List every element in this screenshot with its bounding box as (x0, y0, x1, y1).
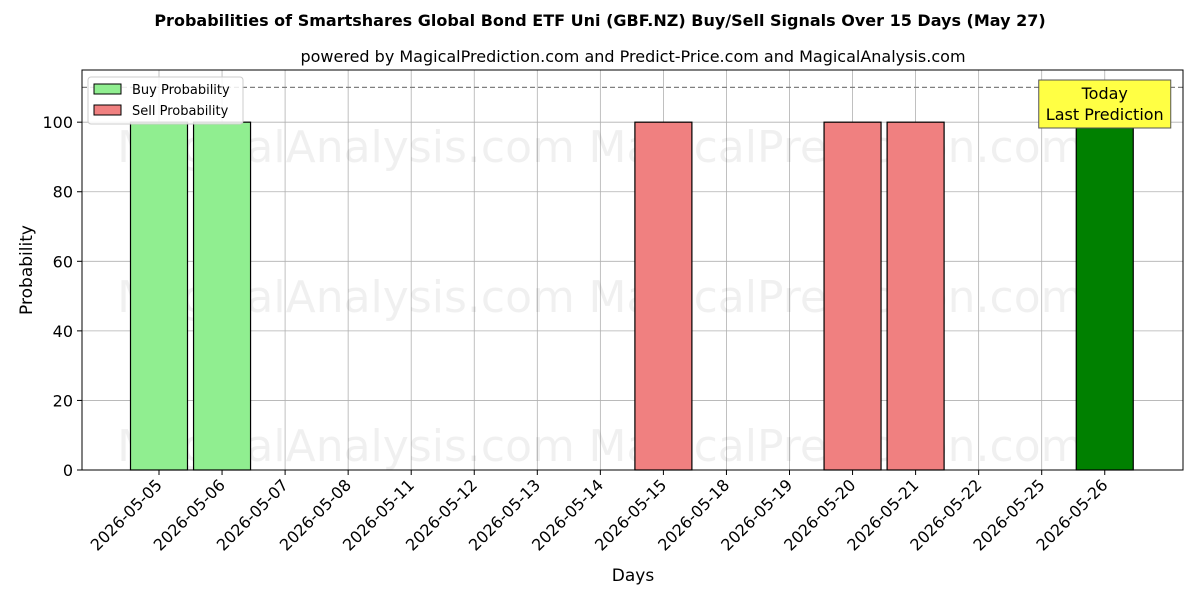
y-axis-label: Probability (17, 225, 37, 315)
chart-subtitle: powered by MagicalPrediction.com and Pre… (300, 47, 965, 66)
bars (129, 121, 1134, 471)
legend: Buy Probability Sell Probability (87, 76, 244, 125)
y-tick-label: 80 (53, 183, 73, 202)
y-tick-label: 20 (53, 391, 73, 410)
legend-swatch (93, 83, 122, 95)
annotation: Today Last Prediction (1038, 79, 1172, 129)
buy-bar (129, 121, 189, 471)
buy-bar (192, 121, 252, 471)
legend-swatch (93, 104, 122, 116)
annotation-text: Last Prediction (1046, 105, 1164, 124)
x-tick-labels: 2026-05-052026-05-062026-05-072026-05-08… (87, 470, 1112, 555)
sell-bar (634, 121, 693, 471)
sell-bar (823, 121, 882, 471)
y-tick-label: 0 (63, 461, 73, 480)
annotation-box (1038, 79, 1172, 129)
legend-box (87, 76, 244, 125)
x-axis-label: Days (612, 566, 655, 586)
sell-bar (886, 121, 945, 471)
legend-label: Sell Probability (132, 104, 229, 119)
y-tick-labels: 0 20 40 60 80 100 (42, 113, 82, 480)
y-tick-label: 40 (53, 322, 73, 341)
y-tick-label: 60 (53, 252, 73, 271)
annotation-text: Today (1081, 84, 1128, 103)
legend-label: Buy Probability (132, 83, 230, 98)
chart-title: Probabilities of Smartshares Global Bond… (154, 11, 1045, 30)
y-tick-label: 100 (42, 113, 73, 132)
axes (81, 69, 1184, 471)
buy-bar (1075, 121, 1134, 471)
plot-frame (81, 69, 1184, 471)
